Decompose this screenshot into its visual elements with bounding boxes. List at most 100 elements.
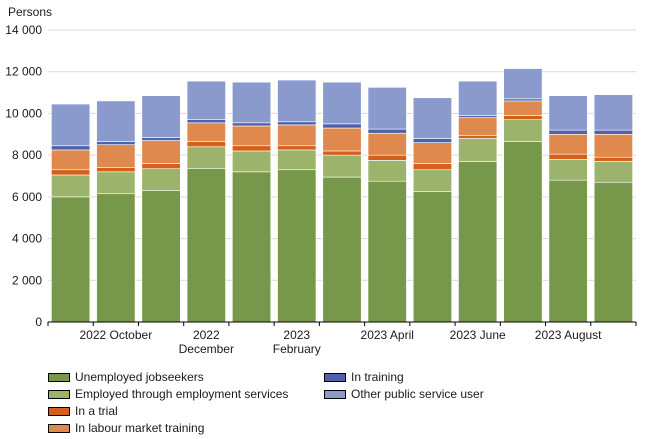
- bar-segment: [503, 98, 543, 102]
- bar-segment: [141, 140, 181, 164]
- bar-segment: [96, 167, 136, 173]
- y-tick-label: 14 000: [5, 23, 42, 37]
- bar-segment: [186, 122, 226, 142]
- bar-segment: [141, 95, 181, 138]
- bar-segment: [593, 161, 633, 183]
- legend-swatch: [48, 406, 70, 416]
- bar-segment: [503, 119, 543, 142]
- bar-segment: [458, 117, 498, 136]
- x-tick-label: 2023 June: [450, 328, 506, 342]
- legend-swatch: [324, 372, 346, 382]
- bar-segment: [51, 196, 91, 323]
- bar-segment: [548, 179, 588, 323]
- bar-segment: [503, 141, 543, 323]
- bar-segment: [593, 129, 633, 135]
- bar-segment: [186, 119, 226, 124]
- bar-segment: [277, 145, 317, 151]
- bar-segment: [232, 81, 272, 124]
- bar-segment: [141, 168, 181, 191]
- x-tick-label: 2022 December: [179, 328, 234, 356]
- bar-segment: [277, 169, 317, 323]
- bar-segment: [548, 129, 588, 135]
- bar-segment: [412, 191, 452, 323]
- bar-segment: [548, 95, 588, 131]
- bar-segment: [96, 193, 136, 323]
- y-tick-label: 0: [35, 315, 42, 329]
- bar-segment: [277, 124, 317, 147]
- legend-swatch: [48, 372, 70, 382]
- bar-segment: [96, 171, 136, 195]
- bar-segment: [51, 169, 91, 176]
- bar-segment: [277, 149, 317, 171]
- x-tick-label: 2023 February: [273, 328, 321, 356]
- legend-item: In a trial: [48, 404, 118, 418]
- bar-segment: [322, 176, 362, 323]
- bar-segment: [548, 133, 588, 155]
- bar-segment: [367, 160, 407, 182]
- bar-segment: [186, 141, 226, 148]
- y-tick-label: 12 000: [5, 65, 42, 79]
- bar-segment: [367, 132, 407, 156]
- bar-segment: [51, 145, 91, 151]
- bar-segment: [96, 100, 136, 142]
- bar-segment: [141, 163, 181, 170]
- y-tick-label: 8 000: [12, 148, 42, 162]
- y-tick-label: 10 000: [5, 106, 42, 120]
- legend-label: Unemployed jobseekers: [75, 370, 204, 384]
- legend-swatch: [324, 389, 346, 399]
- y-tick-label: 2 000: [12, 273, 42, 287]
- y-tick-label: 6 000: [12, 190, 42, 204]
- y-axis-label: Persons: [8, 5, 52, 19]
- x-tick-label-line: 2023: [283, 328, 310, 342]
- x-tick-label-line: 2022: [193, 328, 220, 342]
- bar-segment: [232, 150, 272, 173]
- bar-segment: [593, 181, 633, 323]
- bars: [51, 68, 633, 323]
- bar-segment: [412, 97, 452, 139]
- bar-segment: [51, 174, 91, 198]
- bar-segment: [367, 87, 407, 130]
- bar-segment: [232, 171, 272, 323]
- legend-item: In labour market training: [48, 421, 204, 435]
- legend-item: Employed through employment services: [48, 387, 288, 401]
- x-tick-label-line: February: [273, 342, 321, 356]
- bar-segment: [412, 169, 452, 192]
- x-tick-label: 2023 August: [535, 328, 602, 342]
- bar-segment: [367, 180, 407, 323]
- bar-segment: [141, 190, 181, 323]
- bar-segment: [593, 133, 633, 158]
- bar-segment: [322, 123, 362, 129]
- bar-segment: [412, 163, 452, 171]
- legend-item: In training: [324, 370, 404, 384]
- bar-segment: [277, 79, 317, 123]
- bar-segment: [96, 141, 136, 146]
- bar-segment: [458, 80, 498, 116]
- bar-segment: [367, 128, 407, 134]
- axes: 0 2 000 4 000 6 000 8 000 10 000 12 000 14 000 2…: [5, 23, 637, 356]
- bar-segment: [503, 115, 543, 120]
- bar-segment: [412, 142, 452, 164]
- x-tick-label-line: 2022 October: [79, 328, 152, 342]
- bar-segment: [232, 125, 272, 147]
- bar-segment: [458, 115, 498, 118]
- bar-segment: [96, 144, 136, 168]
- bar-segment: [186, 146, 226, 170]
- bar-segment: [458, 135, 498, 139]
- bar-segment: [141, 137, 181, 141]
- bar-segment: [322, 81, 362, 125]
- bar-segment: [458, 138, 498, 162]
- bar-segment: [503, 68, 543, 100]
- legend-swatch: [48, 423, 70, 433]
- x-tick-label-line: 2023 June: [450, 328, 506, 342]
- x-tick-label: 2023 April: [361, 328, 414, 342]
- x-tick-label: 2022 October: [79, 328, 152, 342]
- bar-segment: [593, 156, 633, 162]
- legend-label: Employed through employment services: [75, 387, 289, 401]
- legend-item: Other public service user: [324, 387, 484, 401]
- bar-segment: [232, 145, 272, 152]
- legend-label: Other public service user: [351, 387, 484, 401]
- bar-segment: [51, 149, 91, 171]
- legend-label: In training: [351, 370, 404, 384]
- bar-segment: [186, 168, 226, 323]
